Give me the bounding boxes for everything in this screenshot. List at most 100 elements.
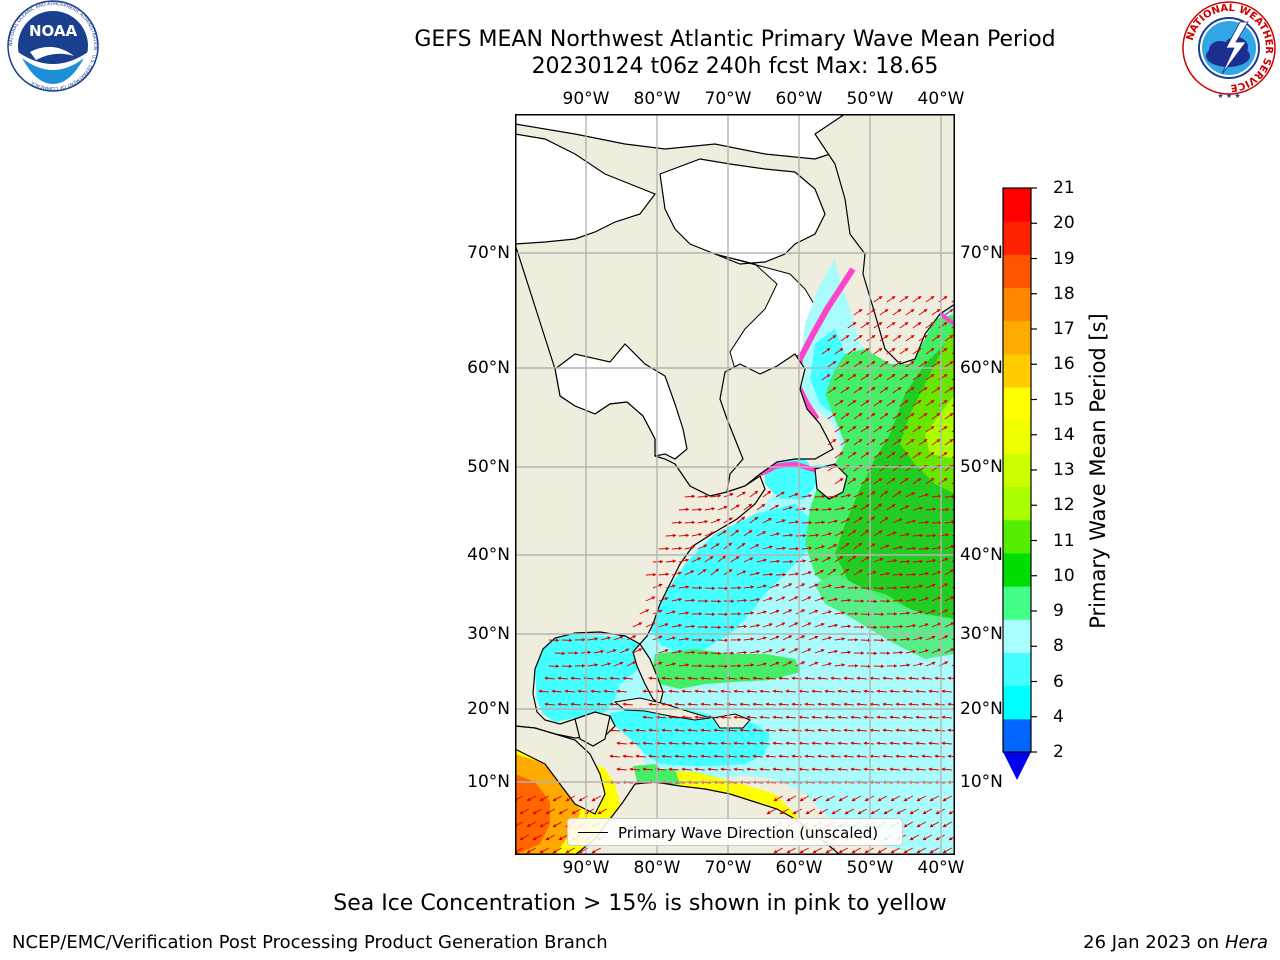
wave-arrow: [925, 558, 937, 563]
wave-arrow: [886, 478, 896, 485]
footer-date: 26 Jan 2023 on Hera: [1083, 932, 1268, 953]
wave-arrow: [606, 649, 617, 654]
wave-arrow: [717, 505, 728, 511]
wave-arrow: [895, 728, 906, 733]
colorbar-band: [1003, 486, 1031, 521]
wave-arrow: [539, 795, 550, 802]
wave-arrow: [856, 728, 867, 733]
noaa-logo: NOAA NATIONAL OCEANIC AND ATMOSPHERIC AD…: [7, 0, 99, 92]
wave-arrow: [905, 309, 915, 316]
wave-arrow: [912, 478, 922, 485]
wave-arrow: [886, 452, 896, 459]
wave-arrow: [916, 847, 927, 854]
wave-arrow: [775, 572, 787, 577]
wave-arrow: [765, 676, 776, 681]
wave-arrow: [779, 808, 790, 815]
wave-arrow: [892, 650, 904, 655]
wave-arrow: [785, 689, 796, 694]
wave-arrow: [860, 529, 870, 537]
wave-arrow: [801, 596, 812, 602]
wave-arrow: [876, 689, 887, 694]
wave-arrow: [743, 637, 755, 641]
wave-arrow: [902, 689, 913, 694]
wave-arrow: [772, 689, 783, 694]
wave-arrow: [902, 741, 913, 746]
colorbar-tick-marks: [1031, 187, 1037, 753]
wave-arrow: [840, 568, 850, 576]
wave-arrow: [798, 715, 809, 720]
wave-arrow: [882, 676, 893, 681]
wave-arrow: [736, 650, 748, 655]
wave-arrow: [652, 559, 664, 564]
wave-arrow: [902, 767, 913, 772]
wave-arrow: [591, 795, 602, 802]
wave-arrow: [713, 676, 724, 681]
wave-arrow: [905, 361, 915, 368]
wave-arrow: [853, 517, 863, 524]
wave-arrow: [811, 767, 822, 772]
wave-arrow: [889, 767, 900, 772]
wave-arrow: [519, 834, 530, 841]
wave-arrow: [704, 507, 716, 511]
wave-arrow: [717, 555, 727, 563]
wave-arrow: [658, 546, 670, 551]
wave-arrow: [883, 808, 894, 815]
wave-arrow: [951, 351, 955, 355]
wave-arrow: [785, 715, 796, 720]
wave-arrow: [526, 847, 537, 854]
wave-arrow: [564, 689, 575, 694]
wave-arrow: [853, 439, 863, 446]
wave-arrow: [948, 836, 955, 841]
wave-arrow: [697, 494, 709, 499]
wave-arrow: [766, 808, 777, 815]
legend-label: Primary Wave Direction (unscaled): [618, 824, 879, 842]
wave-arrow: [938, 426, 948, 433]
wave-arrow: [918, 546, 930, 551]
wave-arrow: [944, 622, 955, 628]
wave-arrow: [609, 754, 620, 759]
wave-arrow: [817, 676, 828, 681]
wave-arrow: [812, 847, 823, 854]
wave-arrow: [886, 400, 896, 407]
wave-arrow: [710, 568, 720, 576]
wave-arrow: [684, 494, 696, 499]
wave-arrow: [895, 676, 906, 681]
wave-arrow: [834, 506, 846, 511]
wave-arrow: [821, 532, 832, 537]
wave-arrow: [684, 545, 696, 550]
wave-arrow: [944, 413, 954, 420]
wave-arrow: [587, 637, 599, 641]
wave-arrow: [879, 517, 889, 524]
wave-arrow: [853, 361, 863, 368]
wave-arrow: [912, 584, 924, 589]
wave-arrow: [944, 520, 955, 524]
wave-arrow: [866, 335, 876, 342]
wave-arrow: [866, 651, 878, 656]
wave-arrow: [821, 556, 832, 563]
lon-tick-bottom: 60°W: [775, 858, 823, 878]
wave-arrow: [886, 531, 897, 537]
wave-arrow: [713, 728, 724, 733]
wave-arrow: [892, 545, 904, 550]
lat-tick-right: 10°N: [960, 772, 1003, 792]
wave-arrow: [918, 597, 929, 602]
wave-arrow: [795, 609, 806, 615]
wave-arrow: [713, 702, 724, 707]
wave-arrow: [908, 676, 919, 681]
wave-arrow: [792, 808, 803, 815]
colorbar-tick-label: 9: [1053, 601, 1064, 621]
wave-arrow: [827, 413, 837, 420]
wave-arrow: [795, 583, 806, 589]
wave-arrow: [879, 544, 890, 550]
legend-line-swatch: [578, 832, 608, 833]
wave-arrow: [570, 702, 581, 707]
wave-arrow: [827, 649, 839, 654]
wave-arrow: [912, 426, 922, 433]
foxe-basin: [659, 158, 826, 265]
wave-arrow: [857, 808, 868, 815]
wave-arrow: [736, 570, 747, 576]
wave-direction-arrows: [515, 296, 955, 854]
wave-arrow: [834, 400, 844, 407]
wave-arrow: [882, 728, 893, 733]
wave-arrow: [821, 584, 832, 589]
